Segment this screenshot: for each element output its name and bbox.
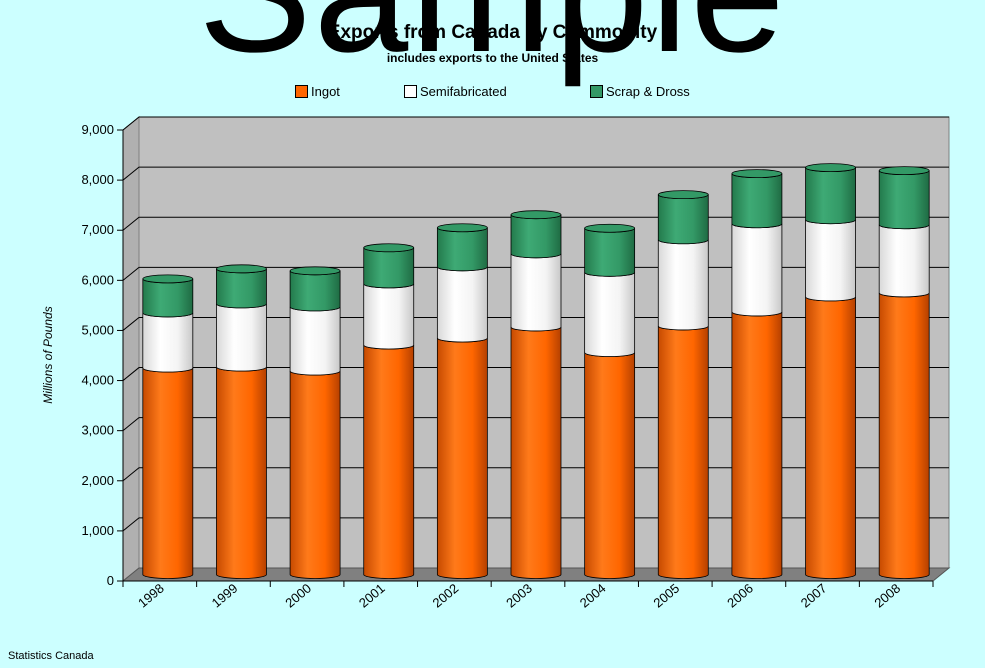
legend-swatch-ingot <box>295 85 308 98</box>
bar-segment <box>142 312 194 373</box>
watermark: Sample <box>0 0 985 78</box>
bar-top-cap <box>731 169 783 179</box>
x-tick-label: 1999 <box>209 581 241 611</box>
bar-segment <box>216 268 267 309</box>
y-axis-label: Millions of Pounds <box>41 306 55 403</box>
y-tick-label: 5,000 <box>81 322 114 337</box>
y-tick-label: 3,000 <box>81 423 114 438</box>
bar-segment <box>510 253 562 332</box>
x-tick-label: 2002 <box>430 581 462 611</box>
bar-segment <box>731 173 783 229</box>
gridline <box>122 166 949 181</box>
chart-title: Exports from Canada by Commodity <box>327 22 658 43</box>
bar-segment <box>363 283 415 350</box>
x-tick-label: 2008 <box>871 581 903 611</box>
bar-segment <box>584 272 636 357</box>
bar-group <box>289 266 341 579</box>
bar-segment <box>584 228 636 277</box>
bar-segment <box>289 270 341 312</box>
bar-group <box>878 166 930 579</box>
x-tick-label: 2006 <box>724 581 756 611</box>
bar-segment <box>289 370 341 579</box>
legend-item-semifabricated: Semifabricated <box>404 84 507 99</box>
bar-segment <box>878 292 930 579</box>
legend-swatch-semifabricated <box>404 85 417 98</box>
bar-group <box>805 163 856 579</box>
y-tick-label: 2,000 <box>81 473 114 488</box>
x-tick-label: 2005 <box>650 581 682 611</box>
bar-segment <box>878 224 930 298</box>
bar-segment <box>510 326 562 579</box>
y-tick-label: 7,000 <box>81 222 114 237</box>
bar-top-cap <box>657 190 709 200</box>
bar-top-cap <box>878 166 930 176</box>
bar-segment <box>363 344 415 579</box>
legend-label-scrap: Scrap & Dross <box>606 84 690 99</box>
bar-segment <box>805 296 856 579</box>
legend: Ingot Semifabricated Scrap & Dross <box>292 84 732 102</box>
x-tick-label: 2000 <box>282 581 314 611</box>
bar-segment <box>436 227 488 272</box>
bar-top-cap <box>363 243 415 253</box>
bar-segment <box>436 266 488 343</box>
bar-segment <box>657 239 709 331</box>
bar-group <box>363 243 415 579</box>
bar-segment <box>216 366 267 579</box>
bar-group <box>731 169 783 579</box>
bar-group <box>142 274 194 579</box>
legend-label-ingot: Ingot <box>311 84 340 99</box>
y-tick-label: 4,000 <box>81 373 114 388</box>
bar-segment <box>216 303 267 372</box>
bar-top-cap <box>142 274 194 284</box>
bar-segment <box>510 214 562 259</box>
bar-group <box>436 223 488 579</box>
x-tick-label: 2001 <box>356 581 388 611</box>
bar-segment <box>657 194 709 245</box>
y-tick-label: 9,000 <box>81 122 114 137</box>
bar-segment <box>878 170 930 230</box>
bar-top-cap <box>510 210 562 220</box>
bar-group <box>510 210 562 579</box>
bar-top-cap <box>216 264 267 274</box>
legend-label-semifabricated: Semifabricated <box>420 84 507 99</box>
bar-segment <box>584 352 636 579</box>
bar-group <box>657 190 709 579</box>
y-tick-label: 0 <box>107 573 114 588</box>
gridline <box>122 116 949 131</box>
bar-segment <box>731 311 783 579</box>
bar-segment <box>805 219 856 302</box>
bar-top-cap <box>436 223 488 233</box>
y-tick-label: 8,000 <box>81 172 114 187</box>
x-tick-label: 2003 <box>503 581 535 611</box>
bar-group <box>584 223 636 579</box>
x-tick-label: 2007 <box>798 581 830 611</box>
legend-swatch-scrap <box>590 85 603 98</box>
chart-subtitle: includes exports to the United States <box>386 51 599 65</box>
bar-segment <box>142 367 194 579</box>
bar-segment <box>805 167 856 225</box>
x-tick-label: 2004 <box>577 581 609 611</box>
bar-segment <box>289 306 341 376</box>
y-tick-label: 1,000 <box>81 523 114 538</box>
legend-item-scrap: Scrap & Dross <box>590 84 690 99</box>
y-tick-label: 6,000 <box>81 272 114 287</box>
bar-segment <box>657 325 709 579</box>
source-note: Statistics Canada <box>8 650 94 662</box>
x-tick-label: 1998 <box>135 581 167 611</box>
bar-segment <box>436 337 488 579</box>
bar-segment <box>363 247 415 289</box>
bar-top-cap <box>584 223 636 233</box>
bar-group <box>216 264 267 579</box>
legend-item-ingot: Ingot <box>295 84 340 99</box>
bar-top-cap <box>805 163 856 172</box>
side-wall <box>122 115 140 583</box>
bar-segment <box>731 223 783 317</box>
bars <box>142 163 930 579</box>
bar-segment <box>142 278 194 318</box>
bar-top-cap <box>289 266 341 276</box>
